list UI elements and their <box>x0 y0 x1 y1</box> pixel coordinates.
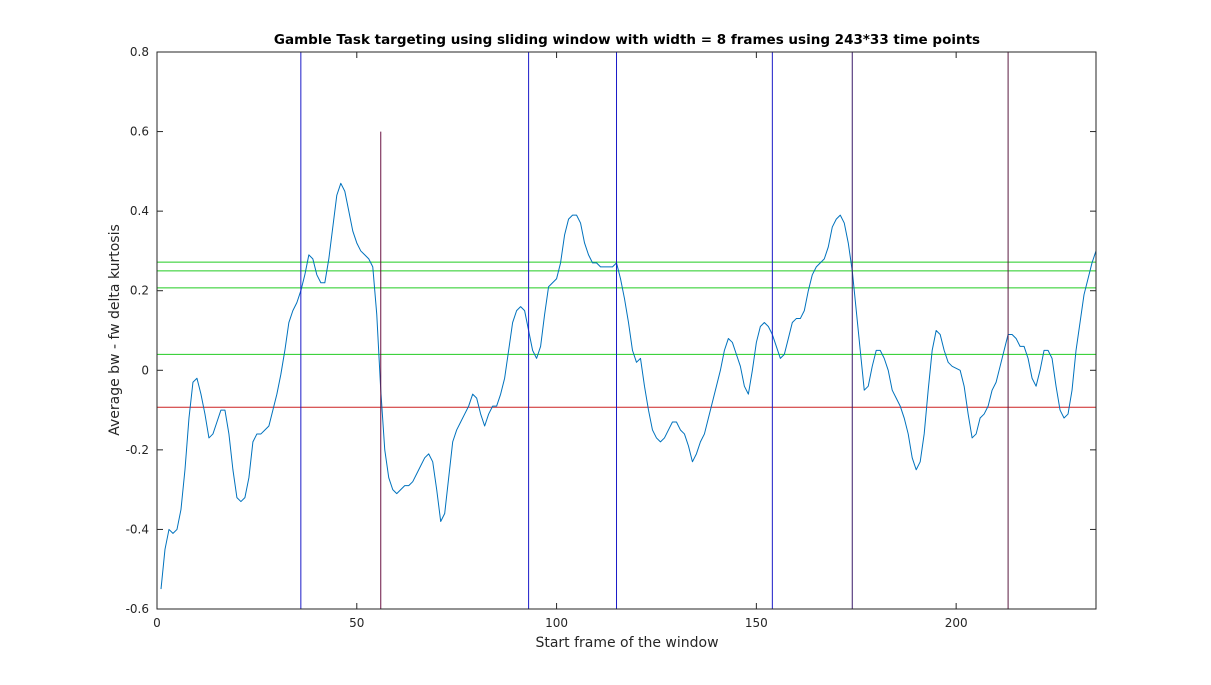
y-tick-label: -0.4 <box>126 522 149 536</box>
y-tick-label: 0.4 <box>130 204 149 218</box>
series-line-1 <box>160 182 1097 590</box>
plot-area <box>157 52 1096 609</box>
chart-title: Gamble Task targeting using sliding wind… <box>274 32 980 48</box>
vertical-event-lines <box>300 52 1009 609</box>
x-tick-label: 150 <box>745 616 768 630</box>
y-axis-label: Average bw - fw delta kurtosis <box>107 224 123 436</box>
y-tick-label: 0 <box>141 363 149 377</box>
y-axis-ticks: -0.6 -0.4 -0.2 0 0.2 0.4 0.6 0.8 <box>126 45 1096 616</box>
plot-frame <box>156 51 1097 610</box>
y-tick-label: -0.2 <box>126 443 149 457</box>
x-tick-label: 50 <box>349 616 364 630</box>
x-tick-label: 100 <box>545 616 568 630</box>
y-tick-label: 0.6 <box>130 125 149 139</box>
x-axis-ticks: 0 50 100 150 200 <box>153 52 968 630</box>
x-axis-label: Start frame of the window <box>535 635 718 651</box>
x-tick-label: 0 <box>153 616 161 630</box>
x-tick-label: 200 <box>945 616 968 630</box>
data-series <box>160 182 1097 590</box>
y-tick-label: -0.6 <box>126 602 149 616</box>
y-tick-label: 0.2 <box>130 284 149 298</box>
y-tick-label: 0.8 <box>130 45 149 59</box>
